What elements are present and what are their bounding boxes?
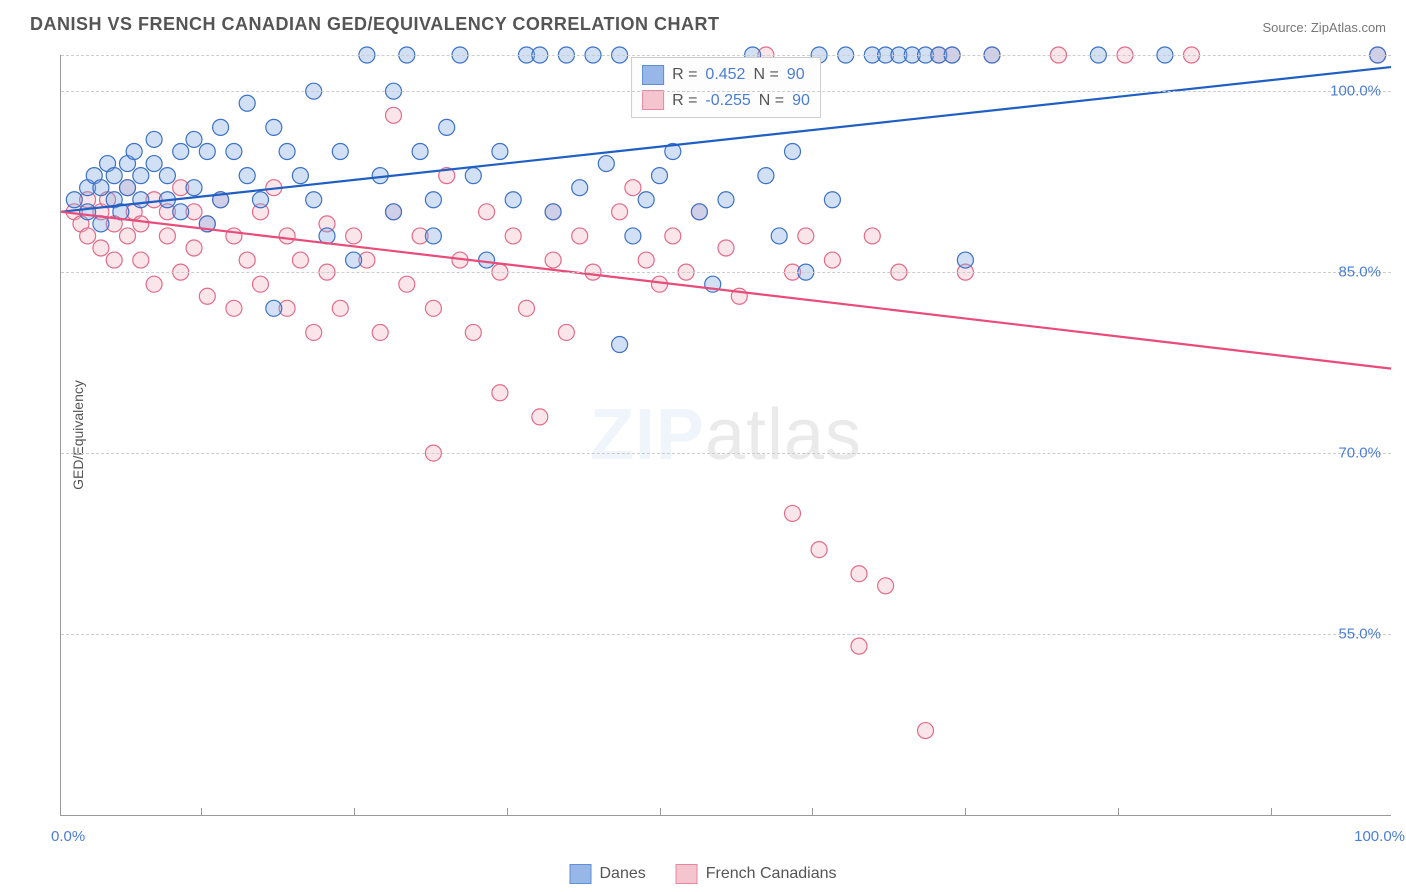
plot-area: GED/Equivalency ZIPatlas R = 0.452 N = 9… bbox=[60, 55, 1391, 816]
source-label: Source: ZipAtlas.com bbox=[1262, 20, 1386, 35]
swatch-french bbox=[642, 90, 664, 110]
r-value-danes: 0.452 bbox=[705, 62, 745, 88]
x-label-min: 0.0% bbox=[51, 828, 85, 845]
legend-row-danes: R = 0.452 N = 90 bbox=[642, 62, 810, 88]
series-legend: Danes French Canadians bbox=[570, 864, 837, 884]
r-label: R = bbox=[672, 62, 697, 88]
chart-svg bbox=[61, 55, 1391, 815]
y-tick-label: 100.0% bbox=[1330, 83, 1381, 100]
chart-title: DANISH VS FRENCH CANADIAN GED/EQUIVALENC… bbox=[30, 14, 720, 35]
legend-label-french: French Canadians bbox=[706, 865, 837, 883]
correlation-legend: R = 0.452 N = 90 R = -0.255 N = 90 bbox=[631, 57, 821, 118]
y-tick-label: 85.0% bbox=[1338, 264, 1381, 281]
legend-item-danes: Danes bbox=[570, 864, 646, 884]
n-label: N = bbox=[753, 62, 778, 88]
y-tick-label: 55.0% bbox=[1338, 626, 1381, 643]
swatch-danes bbox=[570, 864, 592, 884]
x-label-max: 100.0% bbox=[1354, 828, 1405, 845]
legend-label-danes: Danes bbox=[600, 865, 646, 883]
y-tick-label: 70.0% bbox=[1338, 445, 1381, 462]
legend-item-french: French Canadians bbox=[676, 864, 837, 884]
swatch-french bbox=[676, 864, 698, 884]
n-value-danes: 90 bbox=[787, 62, 805, 88]
swatch-danes bbox=[642, 65, 664, 85]
